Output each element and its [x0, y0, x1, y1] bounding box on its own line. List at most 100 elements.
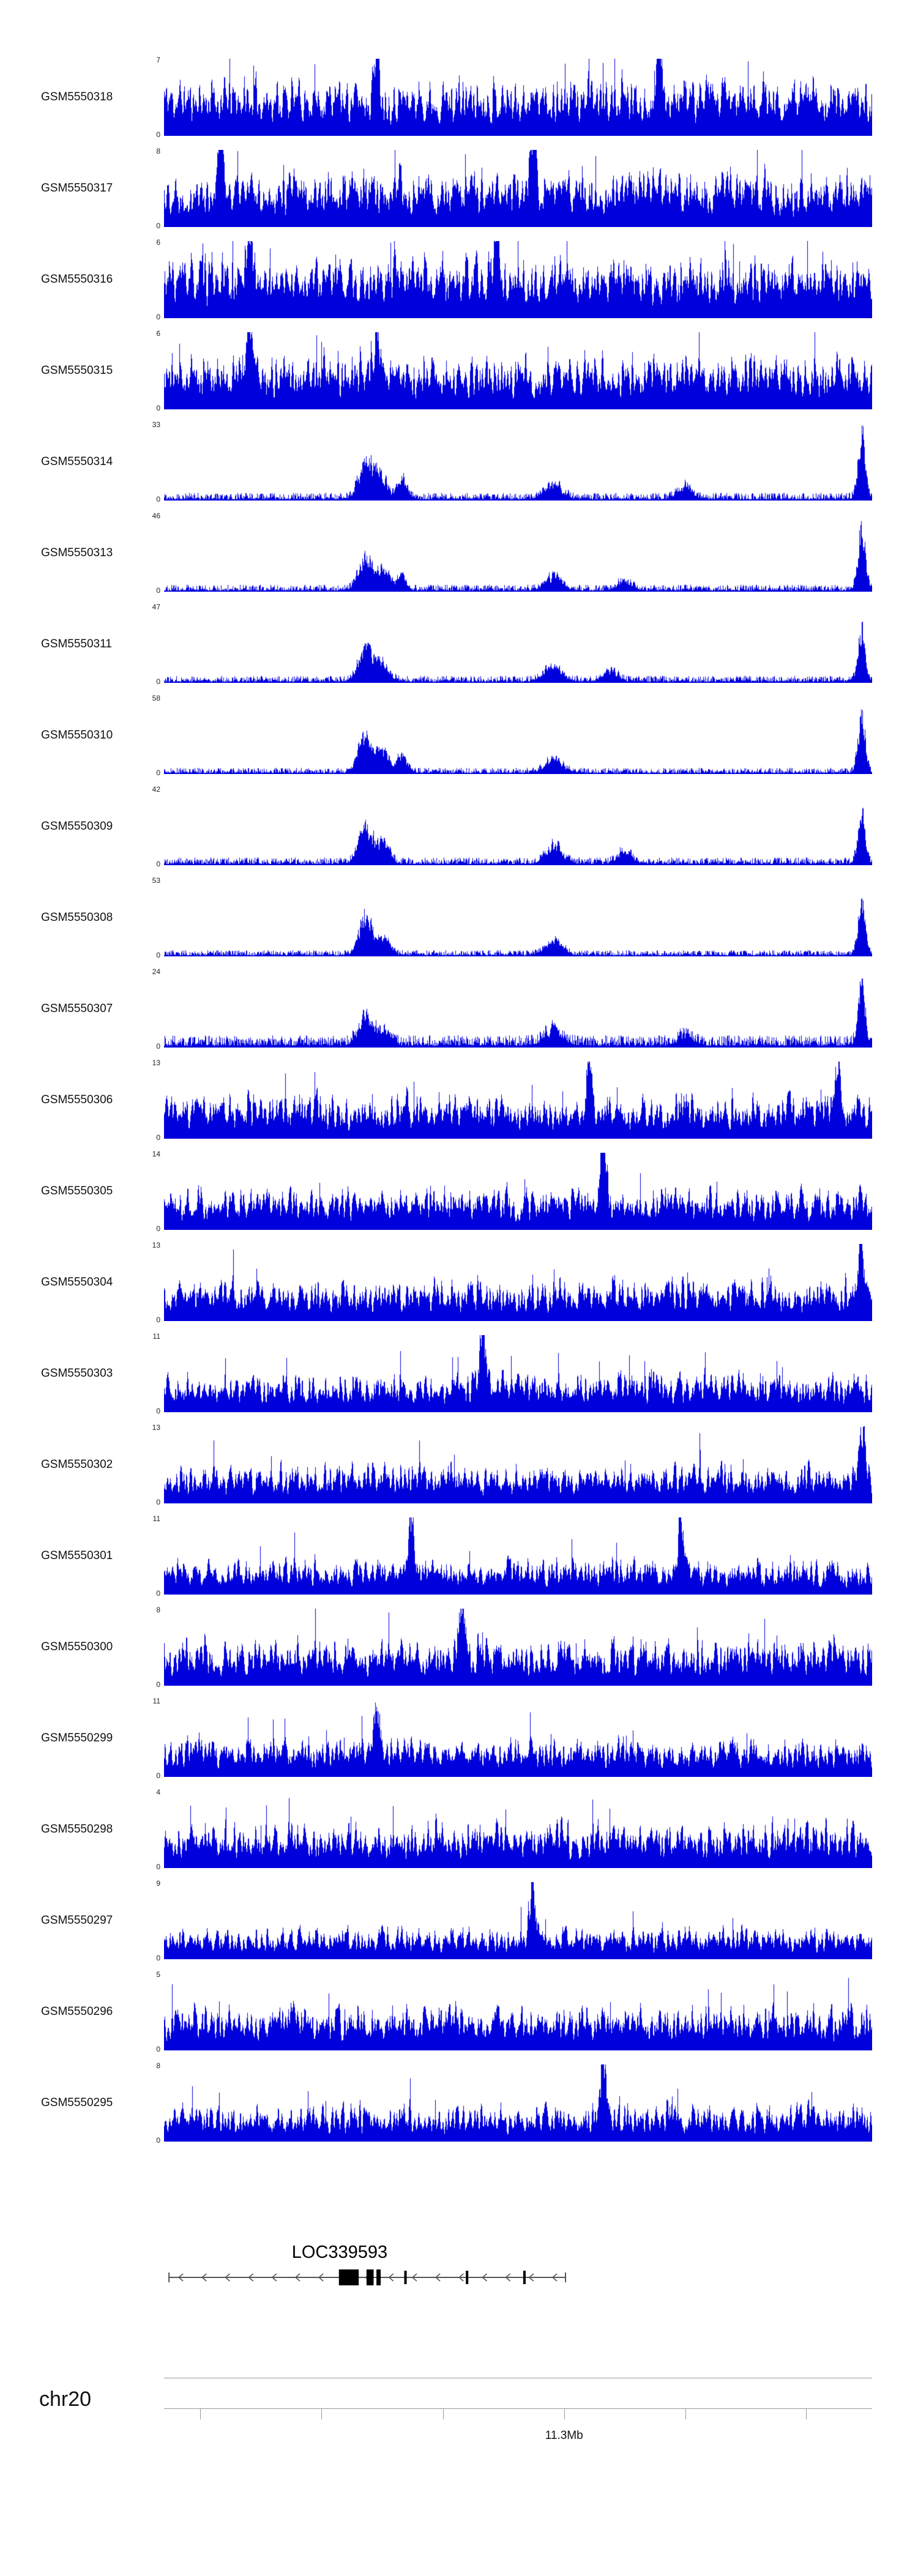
track-plot: 24 0 — [152, 968, 872, 1050]
track-plot: 42 0 — [152, 786, 872, 868]
track-row: GSM5550307 24 0 — [0, 968, 918, 1050]
y-axis-max-label: 6 — [156, 329, 160, 338]
axis-tick — [200, 2409, 201, 2419]
signal-plot — [164, 2064, 872, 2142]
track-plot: 58 0 — [152, 694, 872, 776]
y-axis-max-label: 33 — [152, 420, 160, 429]
track-row: GSM5550309 42 0 — [0, 786, 918, 868]
track-row: GSM5550318 7 0 — [0, 56, 918, 139]
y-axis-max-label: 13 — [152, 1241, 160, 1249]
track-plot: 14 0 — [152, 1150, 872, 1232]
gene-model — [168, 2269, 567, 2285]
track-label: GSM5550299 — [41, 1732, 113, 1744]
track-row: GSM5550301 11 0 — [0, 1515, 918, 1598]
track-label: GSM5550313 — [41, 546, 113, 559]
signal-plot — [164, 970, 872, 1048]
track-label: GSM5550304 — [41, 1276, 113, 1289]
track-plot: 13 0 — [152, 1059, 872, 1141]
signal-plot — [164, 879, 872, 956]
track-row: GSM5550313 46 0 — [0, 512, 918, 594]
track-label: GSM5550307 — [41, 1002, 113, 1015]
track-label: GSM5550295 — [41, 2096, 113, 2109]
axis-tick — [806, 2409, 807, 2419]
y-axis-max-label: 47 — [152, 603, 160, 611]
track-row: GSM5550308 53 0 — [0, 877, 918, 959]
track-plot: 9 0 — [156, 1880, 872, 1962]
track-row: GSM5550304 13 0 — [0, 1241, 918, 1324]
track-row: GSM5550311 47 0 — [0, 603, 918, 686]
track-label: GSM5550305 — [41, 1185, 113, 1197]
y-axis-max-label: 53 — [152, 876, 160, 885]
track-row: GSM5550317 8 0 — [0, 147, 918, 229]
track-plot: 11 0 — [153, 1697, 872, 1779]
y-axis-zero-label: 0 — [156, 1498, 160, 1506]
genome-ruler: 11.3Mb — [164, 2378, 872, 2463]
track-plot: 8 0 — [156, 147, 872, 229]
track-plot: 6 0 — [156, 330, 872, 412]
track-label: GSM5550300 — [41, 1640, 113, 1653]
y-axis-zero-label: 0 — [156, 769, 160, 777]
track-label: GSM5550309 — [41, 820, 113, 833]
track-row: GSM5550300 8 0 — [0, 1606, 918, 1688]
y-axis-zero-label: 0 — [156, 1042, 160, 1051]
signal-plot — [164, 1882, 872, 1959]
track-row: GSM5550303 11 0 — [0, 1333, 918, 1415]
track-row: GSM5550296 5 0 — [0, 1971, 918, 2053]
signal-plot — [164, 1973, 872, 2050]
track-plot: 53 0 — [152, 877, 872, 959]
y-axis-zero-label: 0 — [156, 860, 160, 868]
y-axis-max-label: 46 — [152, 512, 160, 520]
track-label: GSM5550317 — [41, 182, 113, 195]
track-label: GSM5550303 — [41, 1367, 113, 1380]
y-axis-zero-label: 0 — [156, 1316, 160, 1324]
y-axis-zero-label: 0 — [156, 2045, 160, 2053]
y-axis-max-label: 24 — [152, 967, 160, 976]
y-axis-zero-label: 0 — [156, 1589, 160, 1598]
signal-plot — [164, 423, 872, 501]
y-axis-zero-label: 0 — [156, 951, 160, 959]
y-axis-zero-label: 0 — [156, 1863, 160, 1871]
y-axis-max-label: 14 — [152, 1150, 160, 1158]
track-label: GSM5550316 — [41, 273, 113, 286]
track-row: GSM5550306 13 0 — [0, 1059, 918, 1141]
signal-plot — [164, 1426, 872, 1503]
axis-tick — [564, 2409, 565, 2419]
y-axis-zero-label: 0 — [156, 1680, 160, 1689]
track-label: GSM5550298 — [41, 1823, 113, 1836]
track-label: GSM5550308 — [41, 911, 113, 924]
track-row: GSM5550297 9 0 — [0, 1880, 918, 1962]
track-plot: 13 0 — [152, 1424, 872, 1506]
y-axis-max-label: 13 — [152, 1423, 160, 1432]
y-axis-zero-label: 0 — [156, 677, 160, 686]
axis-tick — [685, 2409, 686, 2419]
track-row: GSM5550305 14 0 — [0, 1150, 918, 1232]
signal-plot — [164, 1335, 872, 1412]
track-label: GSM5550311 — [41, 638, 112, 650]
track-row: GSM5550314 33 0 — [0, 420, 918, 503]
track-row: GSM5550315 6 0 — [0, 330, 918, 412]
y-axis-max-label: 11 — [152, 1697, 160, 1705]
y-axis-zero-label: 0 — [156, 404, 160, 412]
y-axis-zero-label: 0 — [156, 2136, 160, 2145]
track-plot: 8 0 — [156, 1606, 872, 1688]
track-label: GSM5550310 — [41, 729, 113, 742]
signal-plot — [164, 606, 872, 683]
track-row: GSM5550298 4 0 — [0, 1789, 918, 1871]
track-row: GSM5550302 13 0 — [0, 1424, 918, 1506]
y-axis-zero-label: 0 — [156, 313, 160, 321]
y-axis-zero-label: 0 — [156, 130, 160, 139]
y-axis-zero-label: 0 — [156, 1771, 160, 1780]
axis-tick — [442, 2409, 444, 2419]
y-axis-zero-label: 0 — [156, 221, 160, 230]
gene-track: LOC339593 — [164, 2230, 872, 2310]
track-label: GSM5550302 — [41, 1458, 113, 1471]
signal-plot — [164, 1153, 872, 1230]
track-plot: 11 0 — [153, 1333, 872, 1415]
y-axis-max-label: 8 — [156, 2061, 160, 2070]
y-axis-max-label: 9 — [156, 1879, 160, 1888]
y-axis-zero-label: 0 — [156, 1133, 160, 1142]
position-label: 11.3Mb — [545, 2429, 583, 2442]
signal-plot — [164, 788, 872, 865]
track-plot: 5 0 — [156, 1971, 872, 2053]
